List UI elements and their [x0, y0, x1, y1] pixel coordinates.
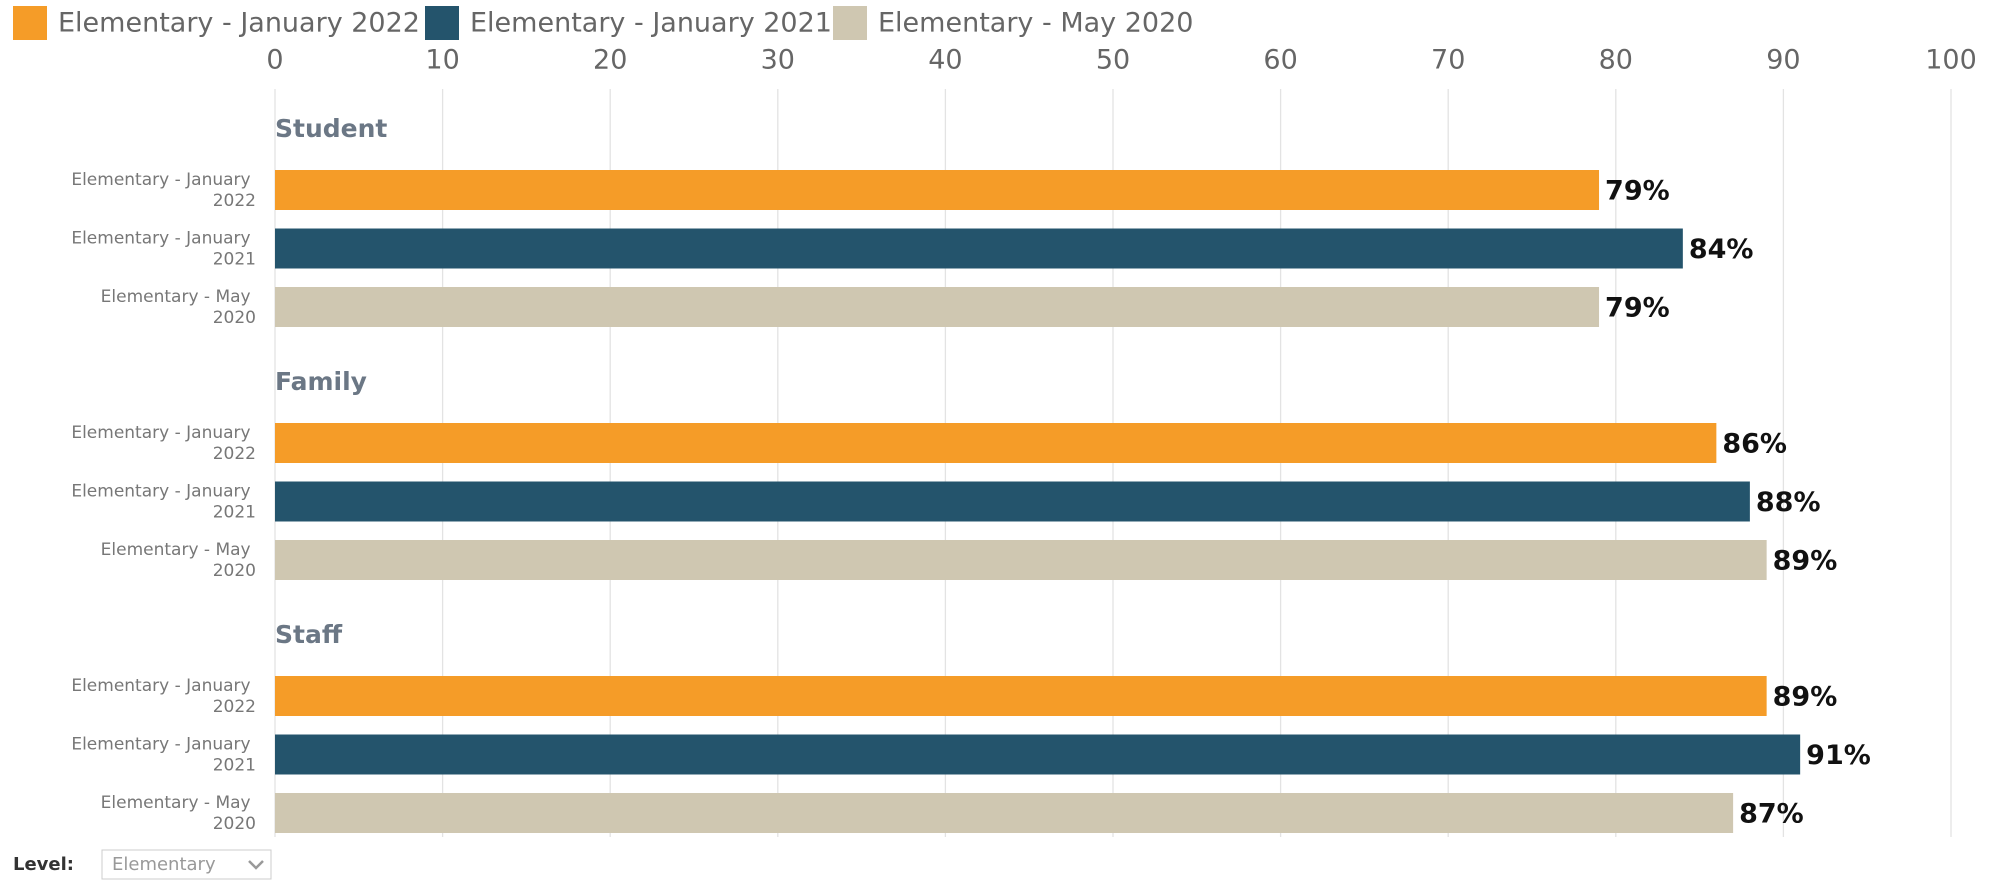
- legend-swatch: [425, 6, 459, 40]
- x-tick-label: 10: [425, 45, 459, 76]
- x-tick-label: 60: [1263, 45, 1297, 76]
- select-value[interactable]: Elementary: [112, 854, 216, 875]
- data-label: 91%: [1806, 740, 1871, 771]
- y-tick-label: Elementary - January 2022: [71, 676, 256, 717]
- x-tick-label: 40: [928, 45, 962, 76]
- y-tick-label: Elementary - May 2020: [101, 793, 256, 834]
- label-line: Elementary - May: [101, 793, 256, 813]
- label-line: Elementary - January: [71, 423, 256, 443]
- data-label: 79%: [1605, 293, 1670, 324]
- data-label: 89%: [1773, 682, 1838, 713]
- label-line: Elementary - January: [71, 170, 256, 190]
- y-tick-label: Elementary - May 2020: [101, 540, 256, 581]
- label-line: 2020: [213, 561, 256, 581]
- label-line: 2022: [213, 444, 256, 464]
- legend-label: Elementary - January 2021: [470, 8, 832, 39]
- bar: [275, 540, 1767, 580]
- label-line: Elementary - May: [101, 287, 256, 307]
- label-line: Elementary - May: [101, 540, 256, 560]
- legend-swatch: [833, 6, 867, 40]
- x-tick-label: 0: [266, 45, 283, 76]
- select-box[interactable]: [101, 849, 272, 880]
- x-tick-label: 20: [593, 45, 627, 76]
- data-label: 79%: [1605, 176, 1670, 207]
- data-label: 89%: [1773, 546, 1838, 577]
- bar: [275, 481, 1750, 522]
- x-tick-label: 30: [761, 45, 795, 76]
- group-label: Student: [275, 114, 387, 143]
- label-line: 2021: [213, 503, 256, 523]
- y-tick-label: Elementary - January 2021: [71, 735, 256, 776]
- y-tick-label: Elementary - January 2022: [71, 423, 256, 464]
- label-line: Elementary - January: [71, 735, 256, 755]
- x-tick-label: 70: [1431, 45, 1465, 76]
- data-label: 84%: [1689, 234, 1754, 265]
- label-line: 2022: [213, 697, 256, 717]
- legend-label: Elementary - January 2022: [58, 8, 420, 39]
- bar: [275, 423, 1717, 463]
- label-line: Elementary - January: [71, 482, 256, 502]
- label-line: 2022: [213, 191, 256, 211]
- legend-swatch: [13, 6, 47, 40]
- bar: [275, 676, 1767, 716]
- x-tick-label: 80: [1599, 45, 1633, 76]
- group-label: Family: [275, 367, 367, 396]
- x-tick-label: 90: [1766, 45, 1800, 76]
- bar: [275, 734, 1801, 775]
- bar: [275, 793, 1734, 833]
- label-line: Elementary - January: [71, 229, 256, 249]
- chevron[interactable]: [248, 860, 264, 870]
- x-tick-label: 100: [1925, 45, 1977, 76]
- level-label: Level:: [13, 854, 74, 875]
- y-tick-label: Elementary - May 2020: [101, 287, 256, 328]
- bar: [275, 228, 1683, 269]
- bar: [275, 287, 1600, 327]
- group-label: Staff: [275, 620, 343, 649]
- x-tick-label: 50: [1096, 45, 1130, 76]
- label-line: 2021: [213, 250, 256, 270]
- label-line: 2020: [213, 308, 256, 328]
- legend-label: Elementary - May 2020: [878, 8, 1193, 39]
- data-label: 86%: [1722, 429, 1787, 460]
- y-tick-label: Elementary - January 2021: [71, 229, 256, 270]
- label-line: Elementary - January: [71, 676, 256, 696]
- data-label: 88%: [1756, 487, 1821, 518]
- data-label: 87%: [1739, 799, 1804, 830]
- level-select[interactable]: Elementary: [101, 849, 272, 880]
- bar: [275, 170, 1600, 210]
- label-line: 2020: [213, 814, 256, 834]
- y-tick-label: Elementary - January 2021: [71, 482, 256, 523]
- label-line: 2021: [213, 756, 256, 776]
- y-tick-label: Elementary - January 2022: [71, 170, 256, 211]
